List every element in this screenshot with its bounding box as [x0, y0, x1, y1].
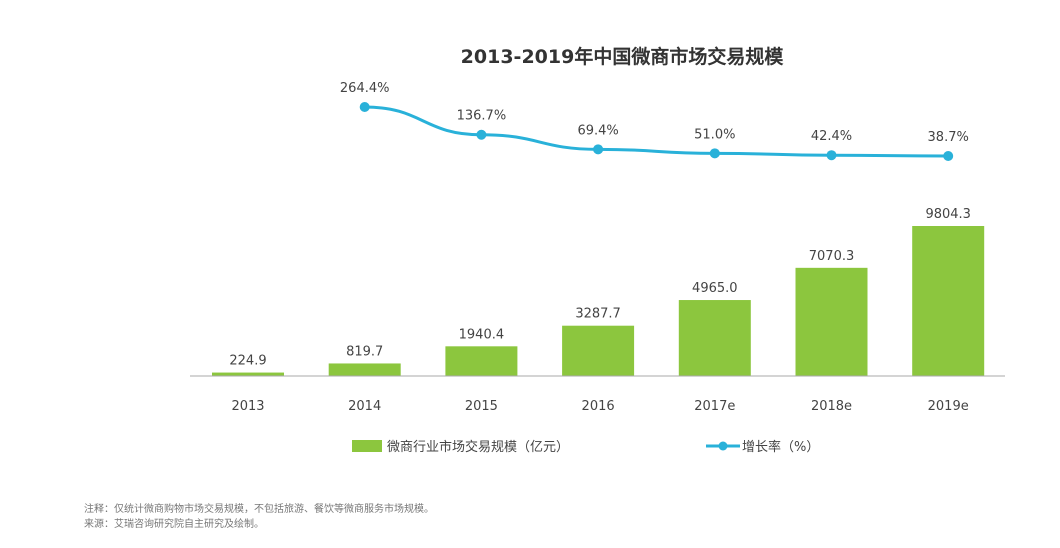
bar	[678, 300, 751, 376]
source-note: 来源：艾瑞咨询研究院自主研究及绘制。	[84, 519, 264, 530]
growth-rate-label: 264.4%	[340, 81, 390, 96]
legend-line-marker	[718, 441, 728, 451]
legend-bar-label: 微商行业市场交易规模（亿元）	[387, 439, 569, 455]
growth-rate-point	[593, 144, 604, 155]
bar	[912, 226, 985, 376]
growth-rate-label: 69.4%	[577, 123, 618, 138]
growth-rate-point	[359, 102, 370, 113]
bar-value-label: 1940.4	[459, 327, 505, 342]
bar	[212, 372, 284, 376]
growth-rate-label: 51.0%	[694, 127, 735, 142]
growth-rate-point	[709, 148, 720, 159]
footnote: 注释：仅统计微商购物市场交易规模，不包括旅游、餐饮等微商服务市场规模。	[84, 504, 434, 515]
x-tick-label: 2016	[582, 399, 615, 414]
chart-title: 2013-2019年中国微商市场交易规模	[461, 45, 785, 68]
bar-value-label: 819.7	[346, 344, 383, 359]
x-tick-label: 2019e	[928, 399, 969, 414]
x-tick-label: 2017e	[694, 399, 735, 414]
bar-value-label: 3287.7	[575, 307, 621, 322]
x-tick-label: 2015	[465, 399, 498, 414]
growth-rate-label: 38.7%	[928, 130, 969, 145]
growth-rate-point	[943, 151, 954, 161]
growth-rate-point	[826, 150, 837, 161]
x-tick-label: 2013	[231, 399, 264, 414]
bar	[562, 325, 635, 376]
x-tick-label: 2018e	[811, 399, 852, 414]
legend: 微商行业市场交易规模（亿元） 增长率（%）	[352, 439, 819, 455]
bar	[328, 363, 401, 376]
legend-line-label: 增长率（%）	[742, 439, 819, 455]
bar-value-label: 4965.0	[692, 281, 738, 296]
bar	[445, 346, 518, 376]
x-tick-label: 2014	[348, 399, 381, 414]
growth-rate-label: 136.7%	[457, 109, 507, 124]
growth-rate-label: 42.4%	[811, 129, 852, 144]
bar-value-label: 7070.3	[809, 249, 855, 264]
growth-rate-point	[476, 129, 487, 140]
bar-value-label: 224.9	[229, 354, 266, 369]
growth-rate-line	[364, 105, 949, 158]
bar-value-label: 9804.3	[925, 207, 971, 222]
legend-bar-swatch	[352, 440, 382, 452]
bar	[795, 267, 868, 376]
